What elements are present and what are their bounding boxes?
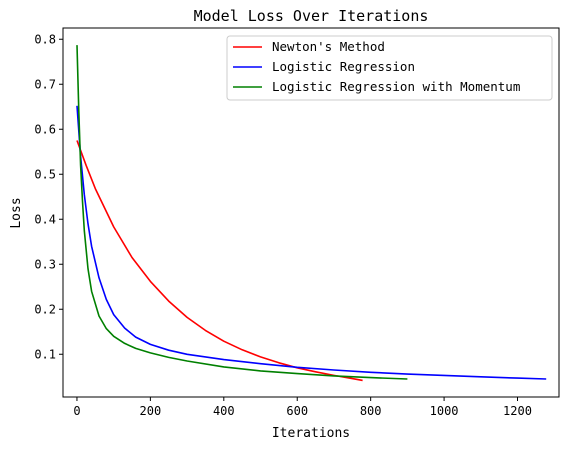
x-axis: 0 200 400 600 800 1000 1200 xyxy=(73,397,532,418)
legend: Newton's Method Logistic Regression Logist… xyxy=(226,35,553,101)
x-tick-label: 1200 xyxy=(503,404,532,418)
x-tick-label: 600 xyxy=(286,404,308,418)
legend-entry-0: Newton's Method xyxy=(272,39,385,54)
y-tick-label: 0.8 xyxy=(34,32,56,46)
y-axis-label: Loss xyxy=(9,197,24,228)
y-tick-label: 0.4 xyxy=(34,212,56,226)
series-line-1 xyxy=(76,105,547,380)
chart-title: Model Loss Over Iterations xyxy=(194,7,429,25)
series-line-0 xyxy=(76,140,363,382)
y-tick-label: 0.3 xyxy=(34,257,56,271)
y-tick-label: 0.2 xyxy=(34,302,56,316)
series-line-2 xyxy=(76,45,408,380)
x-tick-label: 200 xyxy=(140,404,162,418)
legend-entry-2: Logistic Regression with Momentum xyxy=(272,79,520,94)
y-tick-label: 0.7 xyxy=(34,77,56,91)
x-tick-label: 0 xyxy=(73,404,80,418)
y-tick-label: 0.1 xyxy=(34,347,56,361)
x-tick-label: 1000 xyxy=(430,404,459,418)
y-tick-label: 0.5 xyxy=(34,167,56,181)
series-lines xyxy=(76,45,547,382)
y-tick-label: 0.6 xyxy=(34,122,56,136)
x-tick-label: 800 xyxy=(360,404,382,418)
legend-box xyxy=(226,35,553,101)
x-axis-label: Iterations xyxy=(272,426,350,441)
y-axis: 0.1 0.2 0.3 0.4 0.5 0.6 0.7 0.8 xyxy=(34,32,63,361)
x-tick-label: 400 xyxy=(213,404,235,418)
legend-entry-1: Logistic Regression xyxy=(272,59,415,74)
